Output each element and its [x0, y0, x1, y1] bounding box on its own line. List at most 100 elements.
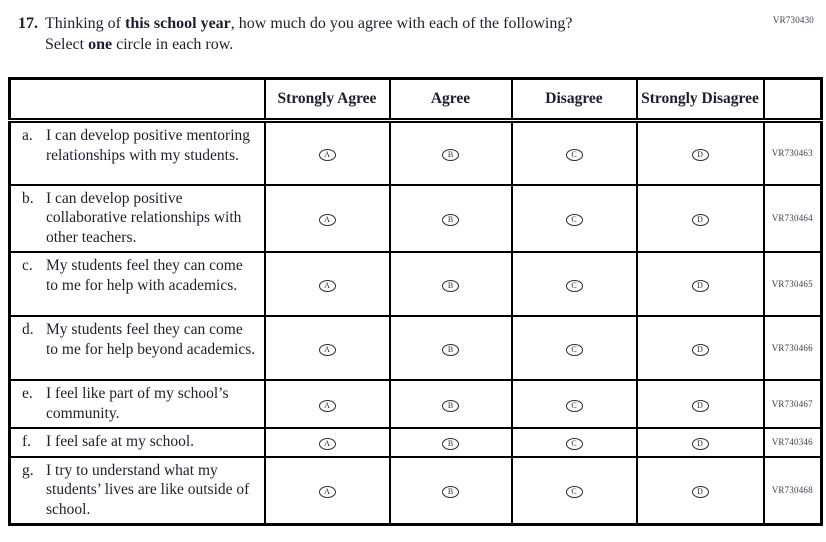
row-letter: b.: [22, 189, 34, 207]
question-text: Thinking of this school year, how much d…: [45, 13, 572, 55]
answer-cell: C: [510, 315, 638, 381]
answer-bubble-d[interactable]: D: [691, 400, 709, 412]
answer-cell: C: [510, 119, 638, 186]
answer-cell: B: [388, 379, 513, 429]
row-code: VR730467: [762, 379, 823, 429]
row-code: VR730466: [762, 315, 823, 381]
answer-cell: B: [388, 427, 513, 458]
statement-layout: d. My students feel they can come to me f…: [22, 320, 258, 359]
answer-cell: D: [635, 455, 765, 526]
answer-bubble-c[interactable]: C: [565, 400, 583, 412]
statement-layout: c. My students feel they can come to me f…: [22, 256, 258, 295]
answer-cell: C: [510, 427, 638, 458]
answer-cell: B: [388, 183, 513, 253]
row-statement: I can develop positive mentoring relatio…: [46, 127, 251, 164]
answer-bubble-c[interactable]: C: [565, 486, 583, 499]
answer-bubble-d[interactable]: D: [691, 214, 709, 227]
row-code: VR740346: [762, 427, 823, 458]
answer-bubble-a[interactable]: A: [318, 214, 336, 227]
answer-bubble-d[interactable]: D: [691, 149, 709, 162]
answer-bubble-a[interactable]: A: [318, 486, 336, 499]
column-header-disagree: Disagree: [510, 77, 638, 123]
question-segment: Select: [45, 36, 89, 53]
answer-bubble-a[interactable]: A: [318, 400, 336, 412]
answer-cell: B: [388, 315, 513, 381]
answer-cell: A: [263, 251, 391, 317]
answer-cell: C: [510, 379, 638, 429]
row-statement: I feel like part of my school’s communit…: [46, 385, 229, 422]
answer-bubble-b[interactable]: B: [442, 438, 459, 451]
row-statement: My students feel they can come to me for…: [46, 257, 243, 294]
header-row: Strongly Agree Agree Disagree Strongly D…: [8, 77, 823, 123]
answer-bubble-c[interactable]: C: [565, 438, 583, 451]
answer-bubble-c[interactable]: C: [565, 280, 583, 292]
answer-bubble-b[interactable]: B: [442, 344, 459, 356]
answer-cell: A: [263, 315, 391, 381]
row-code: VR730463: [762, 119, 823, 186]
question-segment: one: [88, 36, 113, 53]
row-code: VR730465: [762, 251, 823, 317]
row-letter: a.: [22, 127, 33, 144]
answer-bubble-c[interactable]: C: [565, 344, 583, 356]
row-statement-cell: g. I try to understand what my students’ …: [8, 455, 266, 526]
answer-cell: C: [510, 251, 638, 317]
statement-layout: g. I try to understand what my students’ …: [22, 461, 258, 520]
answer-cell: D: [635, 379, 765, 429]
answer-bubble-d[interactable]: D: [691, 344, 709, 356]
answer-cell: C: [510, 183, 638, 253]
row-statement-cell: f. I feel safe at my school.: [8, 427, 266, 458]
page-code: VR730430: [772, 15, 814, 25]
table-header: Strongly Agree Agree Disagree Strongly D…: [8, 77, 823, 123]
question-number: 17.: [18, 15, 38, 32]
table-row: b. I can develop positive collaborative r…: [8, 183, 823, 253]
answer-cell: A: [263, 379, 391, 429]
survey-table: Strongly Agree Agree Disagree Strongly D…: [8, 77, 823, 526]
answer-bubble-a[interactable]: A: [318, 280, 336, 292]
table-row: f. I feel safe at my school. A B C D VR740346: [8, 427, 823, 458]
question-segment: circle in each row.: [112, 36, 234, 53]
answer-bubble-b[interactable]: B: [442, 214, 459, 227]
row-code: VR730468: [762, 455, 823, 526]
answer-cell: D: [635, 315, 765, 381]
table-row: e. I feel like part of my school’s commun…: [8, 379, 823, 429]
question-block: 17. Thinking of this school year, how mu…: [18, 13, 826, 55]
statement-column-header: [8, 77, 266, 123]
answer-cell: A: [263, 455, 391, 526]
answer-bubble-b[interactable]: B: [442, 486, 459, 499]
column-header-strongly-agree: Strongly Agree: [263, 77, 391, 123]
row-statement: I try to understand what my students’ li…: [46, 461, 250, 518]
answer-bubble-c[interactable]: C: [565, 214, 583, 227]
question-segment: , how much do you agree with each of the…: [230, 15, 573, 32]
answer-bubble-d[interactable]: D: [691, 486, 709, 499]
row-statement-cell: b. I can develop positive collaborative r…: [8, 183, 266, 253]
row-code: VR730464: [762, 183, 823, 253]
statement-layout: b. I can develop positive collaborative r…: [22, 189, 258, 248]
answer-cell: A: [263, 119, 391, 186]
answer-cell: B: [388, 119, 513, 186]
row-letter: d.: [22, 321, 34, 338]
answer-bubble-b[interactable]: B: [442, 400, 459, 412]
answer-bubble-b[interactable]: B: [442, 149, 459, 162]
table-row: c. My students feel they can come to me f…: [8, 251, 823, 317]
question-segment: Thinking of: [45, 15, 125, 32]
answer-bubble-a[interactable]: A: [318, 149, 336, 162]
answer-bubble-b[interactable]: B: [442, 280, 459, 292]
answer-cell: A: [263, 427, 391, 458]
answer-bubble-a[interactable]: A: [318, 344, 336, 356]
question-line: Select one circle in each row.: [45, 34, 572, 55]
question-line: Thinking of this school year, how much d…: [45, 13, 572, 34]
row-statement-cell: d. My students feel they can come to me f…: [8, 315, 266, 381]
answer-bubble-d[interactable]: D: [691, 280, 709, 292]
question-segment: this school year: [125, 15, 231, 32]
row-letter: c.: [22, 257, 33, 274]
answer-cell: D: [635, 183, 765, 253]
answer-bubble-c[interactable]: C: [565, 149, 583, 162]
answer-cell: D: [635, 427, 765, 458]
row-statement-cell: e. I feel like part of my school’s commun…: [8, 379, 266, 429]
statement-layout: a. I can develop positive mentoring relat…: [22, 126, 258, 165]
answer-bubble-a[interactable]: A: [318, 438, 336, 451]
statement-layout: e. I feel like part of my school’s commun…: [22, 384, 258, 423]
answer-cell: A: [263, 183, 391, 253]
answer-bubble-d[interactable]: D: [691, 438, 709, 451]
table-body: a. I can develop positive mentoring relat…: [8, 119, 823, 526]
